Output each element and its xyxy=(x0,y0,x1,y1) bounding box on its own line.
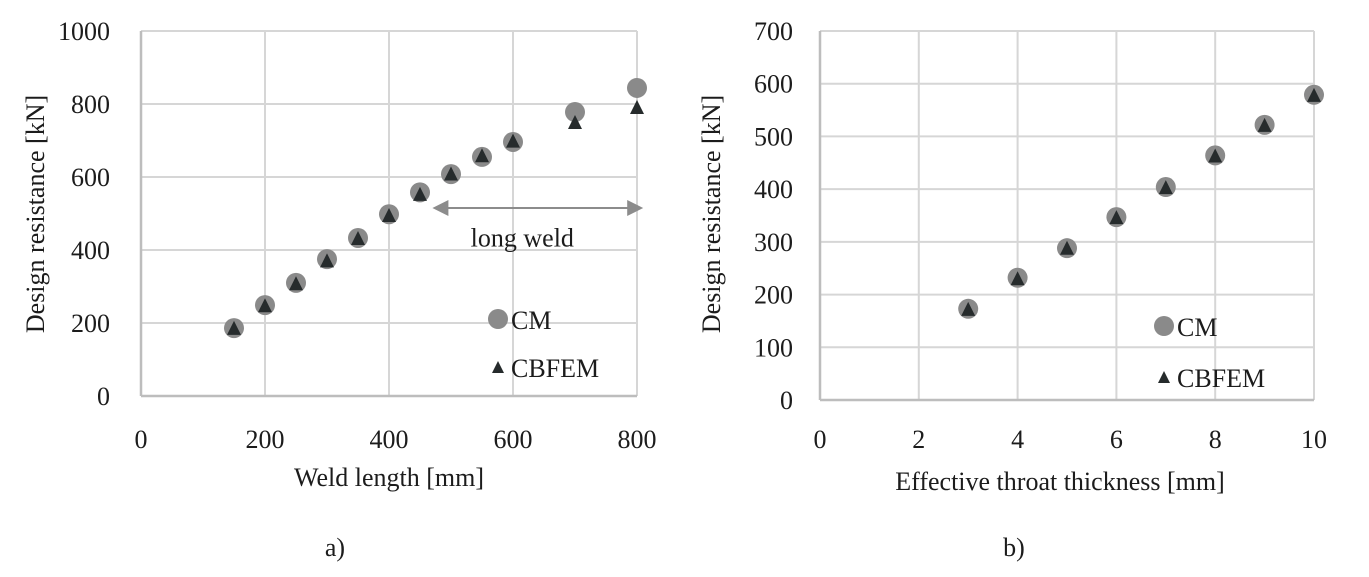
chart-b-x-axis-label: Effective throat thickness [mm] xyxy=(895,467,1224,496)
chart-a-point-cbfem xyxy=(630,100,644,115)
chart-b-point-cbfem xyxy=(961,301,976,316)
chart-a-point-cbfem xyxy=(382,208,396,223)
chart-b-data-points xyxy=(958,84,1324,319)
chart-b-throat-thickness: 0 100 200 300 400 500 600 700 0 2 4 6 8 10 CM CBFEM Ef… xyxy=(697,17,1327,562)
legend-cbfem-label: CBFEM xyxy=(1177,364,1265,393)
chart-b-point-cbfem xyxy=(1060,240,1074,255)
chart-a-x-tick-label: 400 xyxy=(370,425,409,454)
chart-a-point-cbfem xyxy=(475,148,489,163)
chart-a-point-cbfem xyxy=(227,320,241,335)
chart-a-point-cbfem xyxy=(506,133,520,148)
legend-cbfem-label: CBFEM xyxy=(511,354,599,383)
chart-a-caption: a) xyxy=(325,533,345,562)
chart-a-point-cm xyxy=(627,77,647,98)
chart-b-x-tick-label: 4 xyxy=(1011,425,1024,454)
chart-b-x-tick-label: 6 xyxy=(1110,425,1123,454)
chart-b-y-tick-label: 100 xyxy=(754,333,793,362)
legend-cm-circle-icon xyxy=(488,309,508,329)
chart-b-point-cbfem xyxy=(1010,271,1025,286)
legend-cbfem-triangle-icon xyxy=(1158,371,1170,383)
chart-b-x-tick-label: 10 xyxy=(1301,425,1327,454)
chart-a-data-points xyxy=(224,77,647,339)
chart-a-point-cbfem xyxy=(351,231,365,246)
arrow-right-head-icon xyxy=(627,200,644,217)
chart-a-y-tick-label: 800 xyxy=(71,90,110,119)
chart-a-point-cbfem xyxy=(444,166,458,181)
chart-b-axes xyxy=(818,31,1314,402)
chart-b-tick-labels: 0 100 200 300 400 500 600 700 0 2 4 6 8 10 xyxy=(754,17,1327,454)
chart-a-weld-length: 0 200 400 600 800 1000 0 200 400 600 800 long weld… xyxy=(21,17,657,562)
chart-b-point-cbfem xyxy=(1208,148,1223,163)
chart-a-x-tick-label: 800 xyxy=(618,425,657,454)
chart-a-y-tick-label: 1000 xyxy=(58,17,110,46)
chart-a-y-axis-label: Design resistance [kN] xyxy=(21,95,50,333)
legend-cbfem-triangle-icon xyxy=(492,361,504,373)
chart-a-legend: CM CBFEM xyxy=(488,306,599,383)
legend-cm-label: CM xyxy=(511,306,551,335)
chart-b-y-tick-label: 700 xyxy=(754,17,793,46)
chart-a-y-tick-label: 200 xyxy=(71,309,110,338)
chart-a-point-cbfem xyxy=(289,276,303,291)
chart-b-y-tick-label: 400 xyxy=(754,175,793,204)
chart-b-y-tick-label: 500 xyxy=(754,122,793,151)
chart-a-annotations: long weld xyxy=(432,200,644,252)
chart-a-point-cbfem xyxy=(258,298,272,313)
chart-b-y-tick-label: 200 xyxy=(754,281,793,310)
legend-cm-circle-icon xyxy=(1154,316,1174,336)
chart-a-x-tick-label: 0 xyxy=(135,425,148,454)
chart-b-point-cbfem xyxy=(1109,210,1124,225)
chart-b-y-tick-label: 0 xyxy=(780,386,793,415)
chart-b-point-cbfem xyxy=(1158,180,1173,195)
chart-a-y-tick-label: 0 xyxy=(97,382,110,411)
legend-cm-label: CM xyxy=(1177,313,1217,342)
chart-b-x-tick-label: 0 xyxy=(814,425,827,454)
chart-a-x-tick-label: 200 xyxy=(246,425,285,454)
chart-a-point-cbfem xyxy=(413,186,427,201)
chart-b-y-tick-label: 300 xyxy=(754,228,793,257)
chart-b-y-tick-label: 600 xyxy=(754,70,793,99)
chart-b-legend: CM CBFEM xyxy=(1154,313,1265,393)
arrow-left-head-icon xyxy=(432,200,449,217)
chart-b-grid xyxy=(820,30,1315,400)
chart-a-point-cbfem xyxy=(320,253,334,268)
chart-a-x-tick-label: 600 xyxy=(494,425,533,454)
chart-a-tick-labels: 0 200 400 600 800 1000 0 200 400 600 800 xyxy=(58,17,657,454)
chart-a-point-cm xyxy=(565,102,585,123)
chart-a-y-tick-label: 600 xyxy=(71,163,110,192)
chart-b-x-tick-label: 2 xyxy=(912,425,925,454)
chart-b-y-axis-label: Design resistance [kN] xyxy=(697,95,726,333)
chart-b-x-tick-label: 8 xyxy=(1209,425,1222,454)
chart-a-y-tick-label: 400 xyxy=(71,236,110,265)
long-weld-annotation: long weld xyxy=(471,223,574,252)
chart-a-x-axis-label: Weld length [mm] xyxy=(294,463,484,492)
chart-a-point-cbfem xyxy=(568,114,582,129)
chart-b-point-cbfem xyxy=(1307,87,1321,102)
chart-b-caption: b) xyxy=(1003,533,1025,562)
chart-b-point-cbfem xyxy=(1257,117,1272,132)
chart-a-grid xyxy=(141,30,638,396)
chart-a-axes xyxy=(139,31,637,398)
